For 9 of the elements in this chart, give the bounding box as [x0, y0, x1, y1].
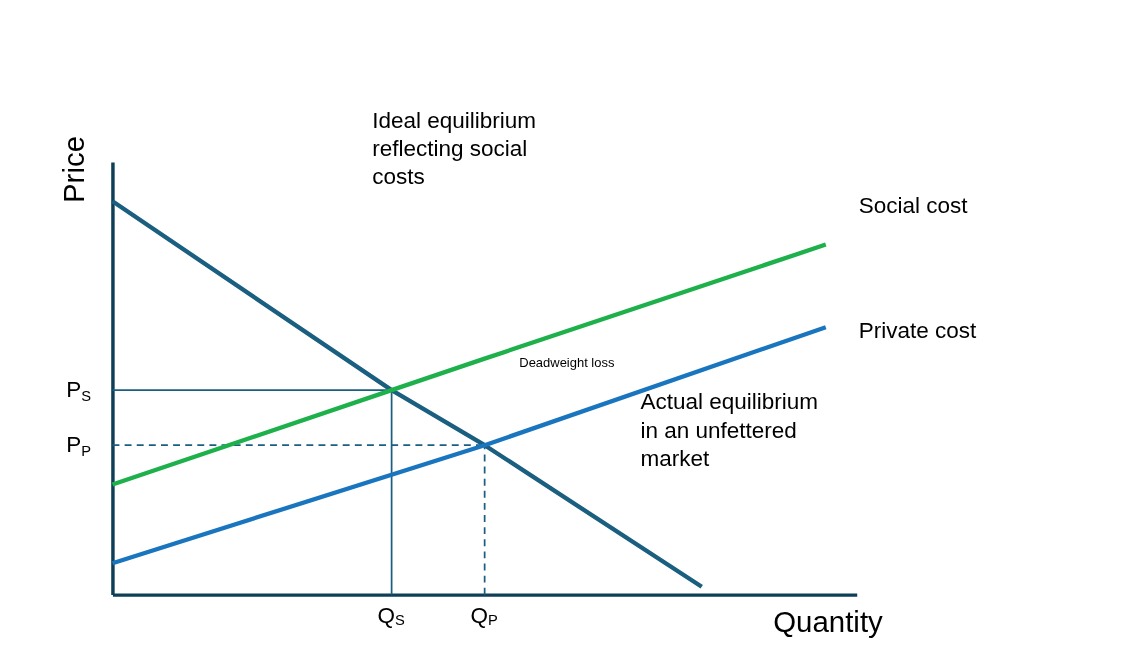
x-tick-label: QP: [470, 603, 499, 629]
annotation: Deadweight loss: [519, 355, 615, 371]
x-tick-label: QS: [377, 603, 406, 629]
x-axis-title: Quantity: [773, 604, 884, 638]
annotation: Actual equilibrium in an unfettered market: [640, 389, 819, 471]
series-label: Social cost: [858, 193, 969, 219]
text: Ideal equilibrium reflecting social costs: [372, 108, 536, 190]
y-axis-title: Price: [56, 135, 90, 203]
series-label: Private cost: [858, 317, 977, 343]
